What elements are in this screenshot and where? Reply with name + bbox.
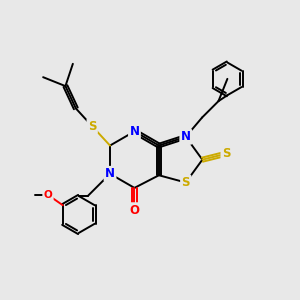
Text: N: N bbox=[130, 125, 140, 138]
Text: N: N bbox=[105, 167, 115, 180]
Text: O: O bbox=[44, 190, 52, 200]
Text: O: O bbox=[130, 204, 140, 217]
Text: S: S bbox=[88, 120, 96, 133]
Text: S: S bbox=[182, 176, 190, 189]
Text: N: N bbox=[181, 130, 191, 143]
Text: S: S bbox=[222, 147, 230, 160]
